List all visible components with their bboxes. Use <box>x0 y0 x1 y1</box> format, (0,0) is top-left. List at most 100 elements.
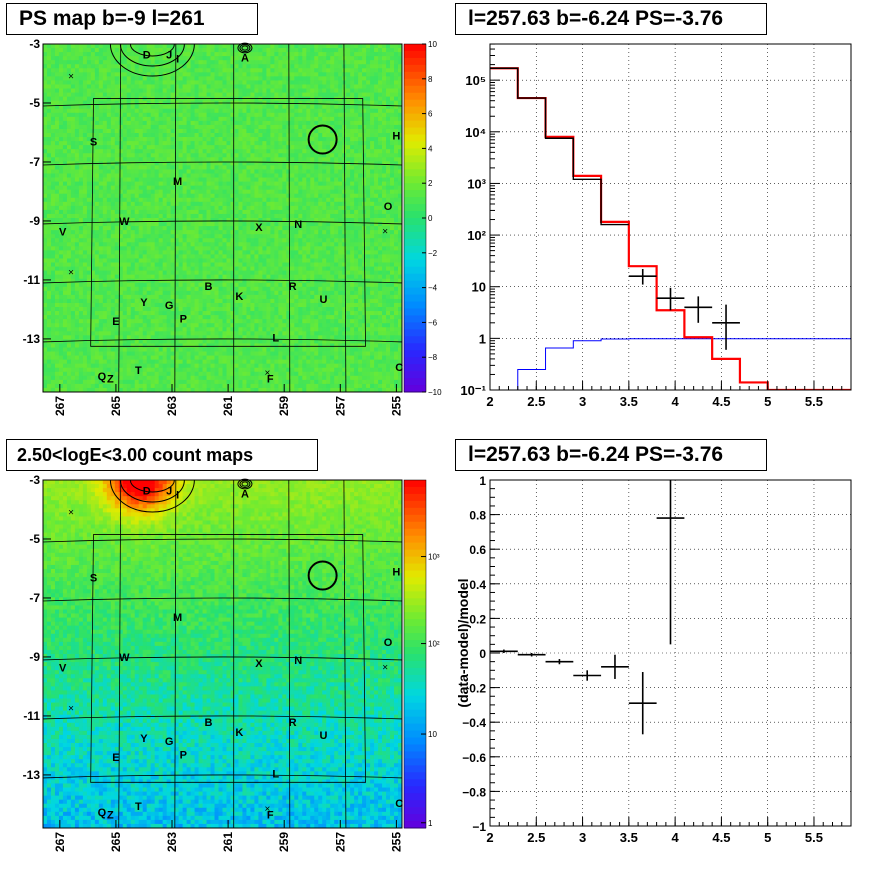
colorbar-tick-label: −10 <box>428 388 442 397</box>
plot-area <box>490 67 851 390</box>
source-label-U: U <box>319 730 327 742</box>
source-label-C: C <box>395 362 403 374</box>
x-tick-label: 267 <box>53 396 67 416</box>
x-tick-label: 263 <box>165 832 179 852</box>
y-tick-label: −1 <box>472 820 486 834</box>
source-label-H: H <box>392 566 400 578</box>
colorbar-tick-label: 10 <box>428 730 437 739</box>
x-tick-label: 255 <box>389 832 403 852</box>
x-tick-label: 267 <box>53 832 67 852</box>
y-tick-label: 10⁵ <box>465 73 486 88</box>
x-tick-label: 259 <box>277 832 291 852</box>
x-tick-label: 5.5 <box>805 830 823 845</box>
target-circle <box>307 560 338 591</box>
ps-map-panel: × × × × D J I A S H M O W V X N B K R Y G U P E L T Q Z F C 267 265 263 2… <box>23 37 442 416</box>
source-label-D: D <box>143 49 151 61</box>
source-label-F: F <box>267 374 274 386</box>
residual-point <box>628 672 657 735</box>
source-label-S: S <box>90 572 97 584</box>
colorbar-tick-label: 8 <box>428 75 433 84</box>
x-tick-label: 263 <box>165 396 179 416</box>
x-tick-label: 2.5 <box>527 394 545 409</box>
x-tick-label: 5 <box>764 830 771 845</box>
source-label-B: B <box>205 281 213 293</box>
source-label-Y: Y <box>140 733 148 745</box>
y-tick-label: 0.4 <box>469 578 486 592</box>
y-tick-label: -5 <box>29 532 40 546</box>
map-marker: × <box>264 804 270 815</box>
source-label-Z: Z <box>107 810 114 822</box>
x-tick-label: 3 <box>579 394 586 409</box>
ps-map-title: PS map b=-9 l=261 <box>6 3 258 35</box>
x-tick-label: 3.5 <box>620 394 638 409</box>
x-tick-label: 255 <box>389 396 403 416</box>
y-tick-label: -3 <box>29 37 40 51</box>
colorbar-tick-label: 6 <box>428 110 433 119</box>
map-marker: × <box>68 268 74 279</box>
count-map-title: 2.50<logE<3.00 count maps <box>6 439 318 471</box>
y-axis-label: (data-model)/model <box>455 578 471 707</box>
colorbar-tick-label: 10² <box>428 640 440 649</box>
x-tick-label: 5.5 <box>805 394 823 409</box>
source-label-X: X <box>255 658 263 670</box>
x-tick-label: 4.5 <box>712 394 730 409</box>
colorbar-tick-label: 0 <box>428 214 433 223</box>
y-tick-label: -7 <box>29 155 40 169</box>
source-label-Q: Q <box>98 371 107 383</box>
series-model <box>490 67 851 390</box>
x-tick-label: 2.5 <box>527 830 545 845</box>
source-label-D: D <box>143 485 151 497</box>
x-tick-label: 5 <box>764 394 771 409</box>
colorbar-tick-label: 10³ <box>428 553 440 562</box>
source-label-C: C <box>395 798 403 810</box>
y-tick-label: -5 <box>29 96 40 110</box>
residual-panel: 2 2.5 3 3.5 4 4.5 5 5.5 −1 −0.8 −0.6 −0.4 −0.2 0 0.2 0.… <box>455 474 852 845</box>
count-map-panel: × × × × D J I A S H M O W V X N B K R Y G U P E L T Q Z F C 267 265 263 2… <box>23 473 440 852</box>
source-label-N: N <box>294 219 302 231</box>
y-tick-label: 10³ <box>467 176 486 191</box>
map-marker: × <box>68 71 74 82</box>
data-point <box>628 269 657 285</box>
residual-point <box>490 649 518 653</box>
residual-title: l=257.63 b=-6.24 PS=-3.76 <box>455 439 767 471</box>
map-frame <box>42 43 403 393</box>
x-tick-label: 261 <box>221 396 235 416</box>
colorbar-tick-label: 10 <box>428 40 437 49</box>
source-label-M: M <box>173 612 182 624</box>
source-label-E: E <box>112 752 119 764</box>
x-tick-label: 2 <box>486 830 493 845</box>
map-marker: × <box>68 507 74 518</box>
source-contours <box>109 478 253 513</box>
source-label-T: T <box>135 801 142 813</box>
x-tick-label: 4 <box>672 394 680 409</box>
source-label-S: S <box>90 136 97 148</box>
grid <box>489 44 851 390</box>
roi-box <box>90 98 366 347</box>
map-marker: × <box>382 226 388 237</box>
x-tick-label: 3 <box>579 830 586 845</box>
map-coordinate-grid <box>42 479 403 829</box>
source-label-G: G <box>165 736 174 748</box>
y-tick-label: 0.6 <box>469 543 486 557</box>
source-label-A: A <box>241 488 249 500</box>
source-label-J: J <box>166 49 172 61</box>
source-label-F: F <box>267 810 274 822</box>
source-label-T: T <box>135 365 142 377</box>
y-tick-label: 1 <box>479 474 486 488</box>
y-tick-label: −0.6 <box>462 751 486 765</box>
y-tick-label: -9 <box>29 650 40 664</box>
y-tick-label: -13 <box>23 332 41 346</box>
y-tick-label: 10⁻¹ <box>460 383 486 398</box>
source-label-I: I <box>176 54 179 66</box>
source-label-O: O <box>384 201 393 213</box>
map-coordinate-grid <box>42 43 403 393</box>
x-tick-label: 265 <box>109 832 123 852</box>
map-marker: × <box>382 662 388 673</box>
x-tick-label: 259 <box>277 396 291 416</box>
source-label-V: V <box>59 226 67 238</box>
x-tick-label: 2 <box>486 394 493 409</box>
y-tick-label: -11 <box>23 709 40 723</box>
colorbar-tick-label: −4 <box>428 284 438 293</box>
data-point <box>684 296 713 323</box>
source-label-L: L <box>272 332 279 344</box>
